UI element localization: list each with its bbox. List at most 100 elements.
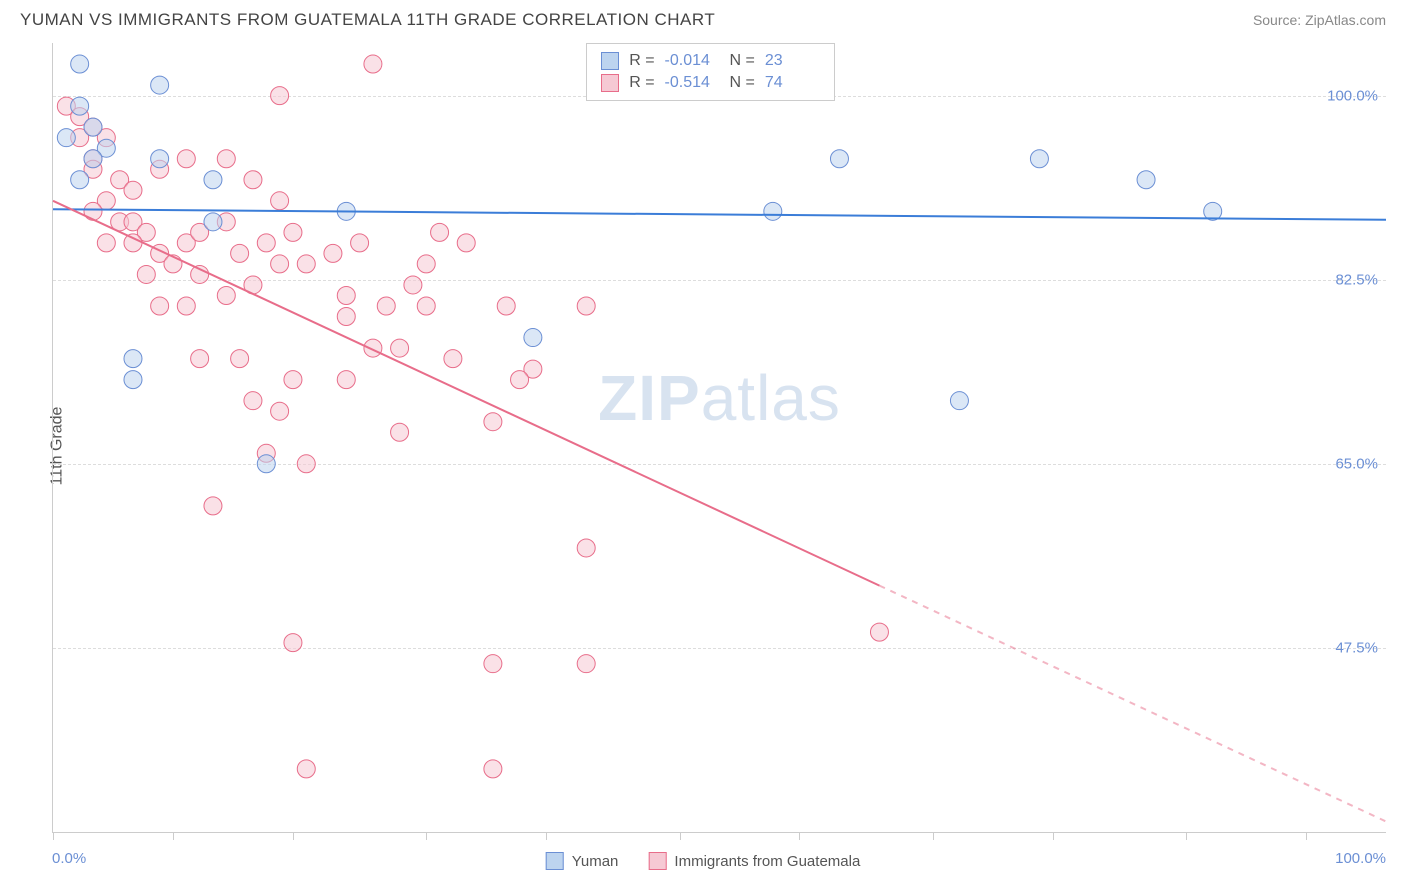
stats-row-yuman: R = -0.014 N = 23 [601, 50, 820, 72]
scatter-point [364, 339, 382, 357]
scatter-point [271, 402, 289, 420]
stats-n-value-guatemala: 74 [765, 74, 820, 92]
stats-r-value-yuman: -0.014 [665, 52, 720, 70]
x-axis-max-label: 100.0% [1335, 850, 1386, 867]
scatter-point [364, 55, 382, 73]
scatter-point [497, 297, 515, 315]
scatter-point [257, 234, 275, 252]
legend-item-yuman: Yuman [546, 852, 619, 870]
scatter-point [151, 297, 169, 315]
scatter-point [511, 371, 529, 389]
scatter-point [97, 234, 115, 252]
legend-item-guatemala: Immigrants from Guatemala [648, 852, 860, 870]
scatter-point [764, 202, 782, 220]
scatter-point [84, 202, 102, 220]
x-tick [680, 832, 681, 840]
x-tick [293, 832, 294, 840]
scatter-point [244, 392, 262, 410]
scatter-point [257, 455, 275, 473]
scatter-point [297, 455, 315, 473]
scatter-point [950, 392, 968, 410]
scatter-point [124, 234, 142, 252]
x-tick [1306, 832, 1307, 840]
scatter-point [151, 76, 169, 94]
scatter-point [137, 265, 155, 283]
scatter-point [284, 371, 302, 389]
stats-r-label: R = [629, 52, 654, 70]
x-tick [546, 832, 547, 840]
source-attribution: Source: ZipAtlas.com [1253, 12, 1386, 28]
scatter-point [71, 97, 89, 115]
scatter-point [271, 87, 289, 105]
chart-plot-area: ZIPatlas R = -0.014 N = 23 R = -0.514 N … [52, 43, 1386, 833]
scatter-point [217, 286, 235, 304]
scatter-point [444, 350, 462, 368]
scatter-point [297, 760, 315, 778]
regression-line [53, 209, 1386, 220]
scatter-point [231, 350, 249, 368]
scatter-point [204, 213, 222, 231]
scatter-point [284, 223, 302, 241]
scatter-point [204, 171, 222, 189]
scatter-point [217, 150, 235, 168]
scatter-point [337, 286, 355, 304]
scatter-point [870, 623, 888, 641]
scatter-point [524, 329, 542, 347]
scatter-point [124, 371, 142, 389]
scatter-point [271, 192, 289, 210]
legend-label-yuman: Yuman [572, 853, 619, 870]
stats-n-label: N = [730, 52, 755, 70]
legend-swatch-yuman [546, 852, 564, 870]
stats-swatch-yuman [601, 52, 619, 70]
scatter-point [337, 371, 355, 389]
scatter-point [1030, 150, 1048, 168]
scatter-point [337, 308, 355, 326]
scatter-point [577, 655, 595, 673]
scatter-point [484, 655, 502, 673]
chart-title: YUMAN VS IMMIGRANTS FROM GUATEMALA 11TH … [20, 10, 715, 30]
scatter-point [177, 150, 195, 168]
scatter-point [284, 634, 302, 652]
scatter-point [577, 297, 595, 315]
scatter-point [57, 129, 75, 147]
scatter-point [830, 150, 848, 168]
stats-row-guatemala: R = -0.514 N = 74 [601, 72, 820, 94]
x-tick [426, 832, 427, 840]
regression-line-dashed [879, 586, 1386, 822]
legend-label-guatemala: Immigrants from Guatemala [674, 853, 860, 870]
scatter-point [177, 297, 195, 315]
stats-swatch-guatemala [601, 74, 619, 92]
x-tick [799, 832, 800, 840]
scatter-point [417, 255, 435, 273]
scatter-point [204, 497, 222, 515]
scatter-point [84, 118, 102, 136]
scatter-point [84, 150, 102, 168]
scatter-point [271, 255, 289, 273]
x-tick [933, 832, 934, 840]
scatter-point [244, 171, 262, 189]
x-tick [53, 832, 54, 840]
scatter-point [71, 171, 89, 189]
scatter-point [417, 297, 435, 315]
x-tick [1186, 832, 1187, 840]
stats-r-value-guatemala: -0.514 [665, 74, 720, 92]
x-tick [173, 832, 174, 840]
x-axis-min-label: 0.0% [52, 850, 86, 867]
series-legend: Yuman Immigrants from Guatemala [546, 852, 861, 870]
scatter-point [484, 413, 502, 431]
stats-r-label: R = [629, 74, 654, 92]
scatter-point [191, 350, 209, 368]
stats-n-value-yuman: 23 [765, 52, 820, 70]
scatter-point [351, 234, 369, 252]
scatter-point [297, 255, 315, 273]
scatter-point [577, 539, 595, 557]
scatter-point [324, 244, 342, 262]
scatter-point [391, 339, 409, 357]
scatter-point [231, 244, 249, 262]
scatter-point [484, 760, 502, 778]
scatter-point [124, 350, 142, 368]
scatter-point [431, 223, 449, 241]
correlation-stats-box: R = -0.014 N = 23 R = -0.514 N = 74 [586, 43, 835, 101]
stats-n-label: N = [730, 74, 755, 92]
scatter-point [404, 276, 422, 294]
